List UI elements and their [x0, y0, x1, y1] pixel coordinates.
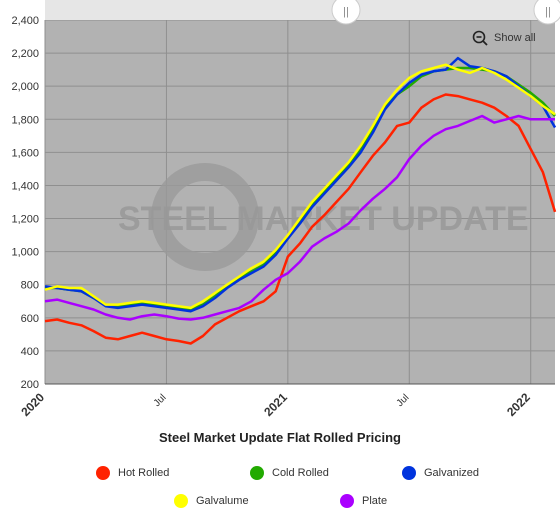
x-tick-label: Jul: [395, 392, 412, 409]
y-axis: 200 400 600 800 1,000 1,200 1,400 1,600 1,800 2,0…: [11, 15, 39, 391]
grid-lines: [44, 19, 555, 385]
legend-galvalume-label: Galvalume: [196, 495, 249, 507]
navigator-left-handle[interactable]: ||: [331, 0, 361, 25]
y-tick-label: 1,200: [11, 214, 39, 226]
x-tick-label: 2022: [504, 390, 533, 419]
watermark-logo-ring: [151, 163, 259, 271]
x-tick-label: 2021: [261, 390, 290, 419]
y-tick-label: 800: [21, 280, 39, 292]
plot-background: [45, 20, 555, 384]
legend-item-hot-rolled[interactable]: Hot Rolled: [96, 466, 169, 480]
legend-item-cold-rolled[interactable]: Cold Rolled: [250, 466, 329, 480]
y-tick-label: 1,400: [11, 180, 39, 192]
y-tick-label: 2,000: [11, 81, 39, 93]
watermark-text: STEEL MARKET UPDATE: [118, 200, 529, 238]
series-line-hot-rolled: [44, 93, 557, 345]
legend-hot-rolled-label: Hot Rolled: [118, 467, 170, 479]
navigator-right-handle[interactable]: ||: [533, 0, 560, 25]
legend-cold-rolled-label: Cold Rolled: [272, 467, 329, 479]
series-line-galvalume: [44, 63, 556, 310]
navigator-right-handle-label: ||: [545, 6, 551, 18]
legend-cold-rolled-dot: [250, 466, 264, 480]
navigator-track[interactable]: [45, 0, 555, 20]
series-lines: [44, 56, 557, 345]
x-tick-label: Jul: [152, 392, 169, 409]
y-tick-label: 200: [21, 379, 39, 391]
y-tick-label: 1,000: [11, 247, 39, 259]
x-axis: 2020 Jul 2021 Jul 2022: [18, 383, 555, 419]
legend-galvanized-dot: [402, 466, 416, 480]
legend-plate-label: Plate: [362, 495, 388, 507]
legend-item-galvalume[interactable]: Galvalume: [174, 494, 249, 508]
zoom-out-icon: [472, 30, 488, 46]
x-tick-label: 2020: [18, 390, 47, 419]
y-tick-label: 600: [21, 313, 39, 325]
show-all-label: Show all: [494, 32, 536, 44]
legend-item-plate[interactable]: Plate: [340, 494, 387, 508]
legend-hot-rolled-dot: [96, 466, 110, 480]
legend-galvalume-dot: [174, 494, 188, 508]
series-line-plate: [44, 114, 555, 321]
y-tick-label: 1,600: [11, 147, 39, 159]
series-line-galvanized: [44, 56, 557, 313]
legend-plate-dot: [340, 494, 354, 508]
legend-galvanized-label: Galvanized: [424, 467, 480, 479]
legend-item-galvanized[interactable]: Galvanized: [402, 466, 479, 480]
y-tick-label: 2,400: [11, 15, 39, 27]
y-tick-label: 400: [21, 346, 39, 358]
chart-title: Steel Market Update Flat Rolled Pricing: [159, 430, 401, 445]
flat-rolled-pricing-chart: STEEL MARKET UPDATE 200 400 600 800 1,000 1,2…: [11, 0, 560, 419]
y-tick-label: 2,200: [11, 48, 39, 60]
y-tick-label: 1,800: [11, 114, 39, 126]
show-all-button[interactable]: Show all: [472, 30, 536, 46]
watermark: STEEL MARKET UPDATE: [118, 163, 529, 271]
navigator-left-handle-label: ||: [343, 6, 349, 18]
